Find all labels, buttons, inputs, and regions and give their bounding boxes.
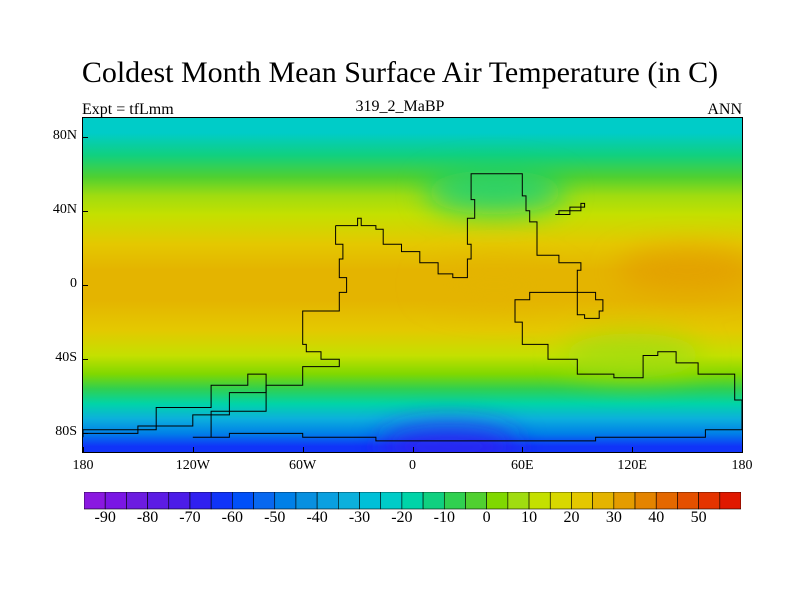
lon-tick-label: 0 — [409, 458, 416, 473]
colorbar-swatch — [104, 492, 127, 510]
colorbar-tick-label: 40 — [648, 509, 665, 526]
colorbar-swatch — [359, 492, 382, 510]
colorbar-swatch — [719, 492, 741, 510]
colorbar-tick-label: 20 — [563, 509, 580, 526]
lon-tick-label: 120W — [175, 458, 210, 473]
lon-tick-label: 120E — [617, 458, 647, 473]
lon-tick-mark — [303, 447, 304, 452]
colorbar-swatch — [126, 492, 148, 510]
colorbar-swatch — [613, 492, 636, 510]
colorbar-tick-label: -40 — [306, 509, 328, 526]
temperature-anomalies — [379, 170, 742, 452]
colorbar-swatch — [655, 492, 678, 510]
colorbar-swatch — [295, 492, 318, 510]
colorbar-tick-label: 30 — [605, 509, 622, 526]
lat-tick-label: 40N — [52, 201, 77, 217]
lon-tick-label: 60W — [289, 458, 317, 473]
colorbar-tick-label: -90 — [94, 509, 116, 526]
lat-tick-label: 0 — [70, 276, 77, 291]
colorbar-swatch — [380, 492, 403, 510]
lon-tick-label: 180 — [731, 458, 753, 473]
colorbar-swatch — [232, 492, 254, 510]
colorbar-tick-label: -50 — [264, 509, 286, 526]
colorbar-swatch — [168, 492, 191, 510]
colorbar-tick-label: 0 — [482, 509, 491, 526]
colorbar-swatch — [549, 492, 572, 510]
colorbar-swatch — [443, 492, 466, 510]
lat-tick-mark — [83, 285, 88, 286]
lon-tick-mark — [522, 447, 523, 452]
tropical-warm-pool-region — [617, 248, 742, 293]
lat-tick-mark — [83, 211, 88, 212]
colorbar-swatch — [698, 492, 721, 510]
east-island-coastline — [555, 202, 586, 215]
colorbar-swatch — [274, 492, 297, 510]
map-plot-area — [82, 117, 743, 453]
north-continent-cold-region — [424, 170, 565, 215]
period-label: 319_2_MaBP — [355, 98, 445, 115]
east-cold-interior-region — [562, 333, 703, 378]
lat-tick-label: 40S — [55, 350, 77, 366]
colorbar-tick-label: 10 — [521, 509, 538, 526]
colorbar-swatch — [592, 492, 615, 510]
experiment-label: Expt = tfLmm — [82, 101, 174, 118]
lat-tick-label: 80S — [55, 424, 77, 440]
polar-cold-core-region — [379, 424, 520, 452]
lon-tick-mark — [83, 447, 84, 452]
lon-tick-mark — [413, 447, 414, 452]
lat-tick-mark — [83, 137, 88, 138]
colorbar-tick-label: -70 — [179, 509, 201, 526]
colorbar-swatch — [253, 492, 276, 510]
colorbar-swatch — [84, 492, 106, 510]
colorbar-swatch — [401, 492, 424, 510]
colorbar-swatch — [147, 492, 170, 510]
lon-tick-mark — [193, 447, 194, 452]
temperature-field — [83, 118, 742, 452]
lon-tick-label: 60E — [511, 458, 534, 473]
colorbar-swatch — [210, 492, 233, 510]
lat-tick-label: 80N — [52, 127, 77, 143]
colorbar-swatch — [486, 492, 509, 510]
colorbar-swatch — [507, 492, 530, 510]
colorbar-tick-label: -20 — [391, 509, 413, 526]
lat-tick-mark — [83, 359, 88, 360]
colorbar-tick-label: -60 — [221, 509, 243, 526]
season-label: ANN — [707, 101, 742, 118]
colorbar-swatch — [465, 492, 487, 510]
colorbar-tick-label: -30 — [348, 509, 371, 526]
colorbar-tick-label: -10 — [433, 509, 455, 526]
north-gondwana-warm-region — [424, 263, 565, 307]
colorbar-swatch — [677, 492, 699, 510]
lon-tick-mark — [742, 447, 743, 452]
colorbar-swatch — [316, 492, 339, 510]
temperature-map — [83, 118, 742, 452]
lon-tick-mark — [632, 447, 633, 452]
colorbar-swatch — [189, 492, 212, 510]
colorbar-swatch — [422, 492, 445, 510]
lat-tick-mark — [83, 433, 88, 434]
colorbar-tick-label: -80 — [136, 509, 159, 526]
coastlines — [83, 173, 742, 442]
colorbar — [84, 492, 741, 510]
colorbar-swatch — [338, 492, 360, 510]
colorbar-tick-label: 50 — [690, 509, 707, 526]
colorbar-swatch — [528, 492, 551, 510]
lon-tick-label: 180 — [72, 458, 94, 473]
page-title: Coldest Month Mean Surface Air Temperatu… — [81, 56, 719, 89]
colorbar-swatch — [634, 492, 657, 510]
main-continent-coastline — [192, 173, 742, 442]
southwest-strip-coastline — [83, 373, 267, 438]
colorbar-swatch — [571, 492, 593, 510]
